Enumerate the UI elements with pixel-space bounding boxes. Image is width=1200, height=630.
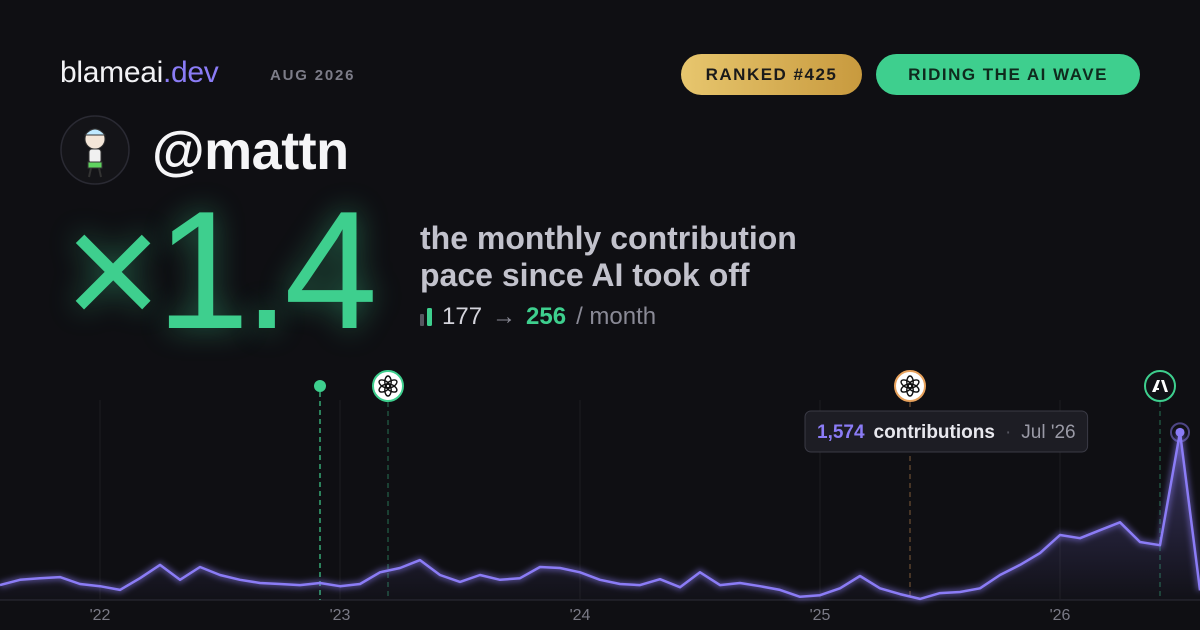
- tooltip-text: 1,574 contributions · Jul '26: [817, 422, 1076, 443]
- rank-badge: RANKED #425: [681, 54, 862, 95]
- peak-halo: [1170, 422, 1190, 443]
- tooltip: 1,574 contributions · Jul '26: [804, 410, 1089, 453]
- event-marker: [372, 370, 404, 600]
- caption: the monthly contribution pace since AI t…: [420, 220, 797, 293]
- area: [0, 432, 1200, 600]
- event-marker: [894, 370, 926, 600]
- unit: / month: [576, 303, 657, 330]
- openai-petal: [378, 379, 391, 389]
- brand-suffix: .dev: [162, 56, 219, 89]
- tooltip-box: [804, 410, 1089, 453]
- avatar: [60, 115, 130, 185]
- event-icon-bg: [894, 370, 926, 402]
- x-tick-label: '26: [1050, 607, 1071, 624]
- multiplier: ×1.4: [64, 176, 378, 364]
- event-dot: [314, 380, 326, 392]
- arrow: →: [492, 303, 517, 330]
- tooltip-unit: contributions: [874, 422, 995, 443]
- handle: @mattn: [152, 121, 349, 181]
- brand-name: blameai: [60, 56, 163, 89]
- event-icon-bg: [1144, 370, 1176, 402]
- anthropic-logo: [1152, 380, 1168, 392]
- tooltip-value: 1,574: [817, 422, 865, 443]
- brand[interactable]: blameai.dev: [60, 56, 219, 90]
- after-value: 256: [526, 303, 567, 330]
- event-marker: [314, 380, 326, 600]
- x-tick-label: '22: [90, 607, 111, 624]
- event-icon-bg: [372, 370, 404, 402]
- x-tick-label: '23: [330, 607, 351, 624]
- status-badge: RIDING THE AI WAVE: [876, 54, 1140, 95]
- x-tick-label: '24: [570, 607, 591, 624]
- stats: 177 → 256 / month: [420, 303, 656, 331]
- before-value: 177: [442, 303, 483, 330]
- date: AUG 2026: [270, 67, 356, 84]
- openai-petal: [900, 379, 913, 389]
- line: [0, 431, 1200, 601]
- peak-point: [1175, 427, 1185, 437]
- tooltip-sep: ·: [1005, 422, 1011, 443]
- tooltip-date: Jul '26: [1021, 422, 1075, 443]
- x-tick-label: '25: [810, 607, 831, 624]
- stats-icon: [420, 308, 432, 326]
